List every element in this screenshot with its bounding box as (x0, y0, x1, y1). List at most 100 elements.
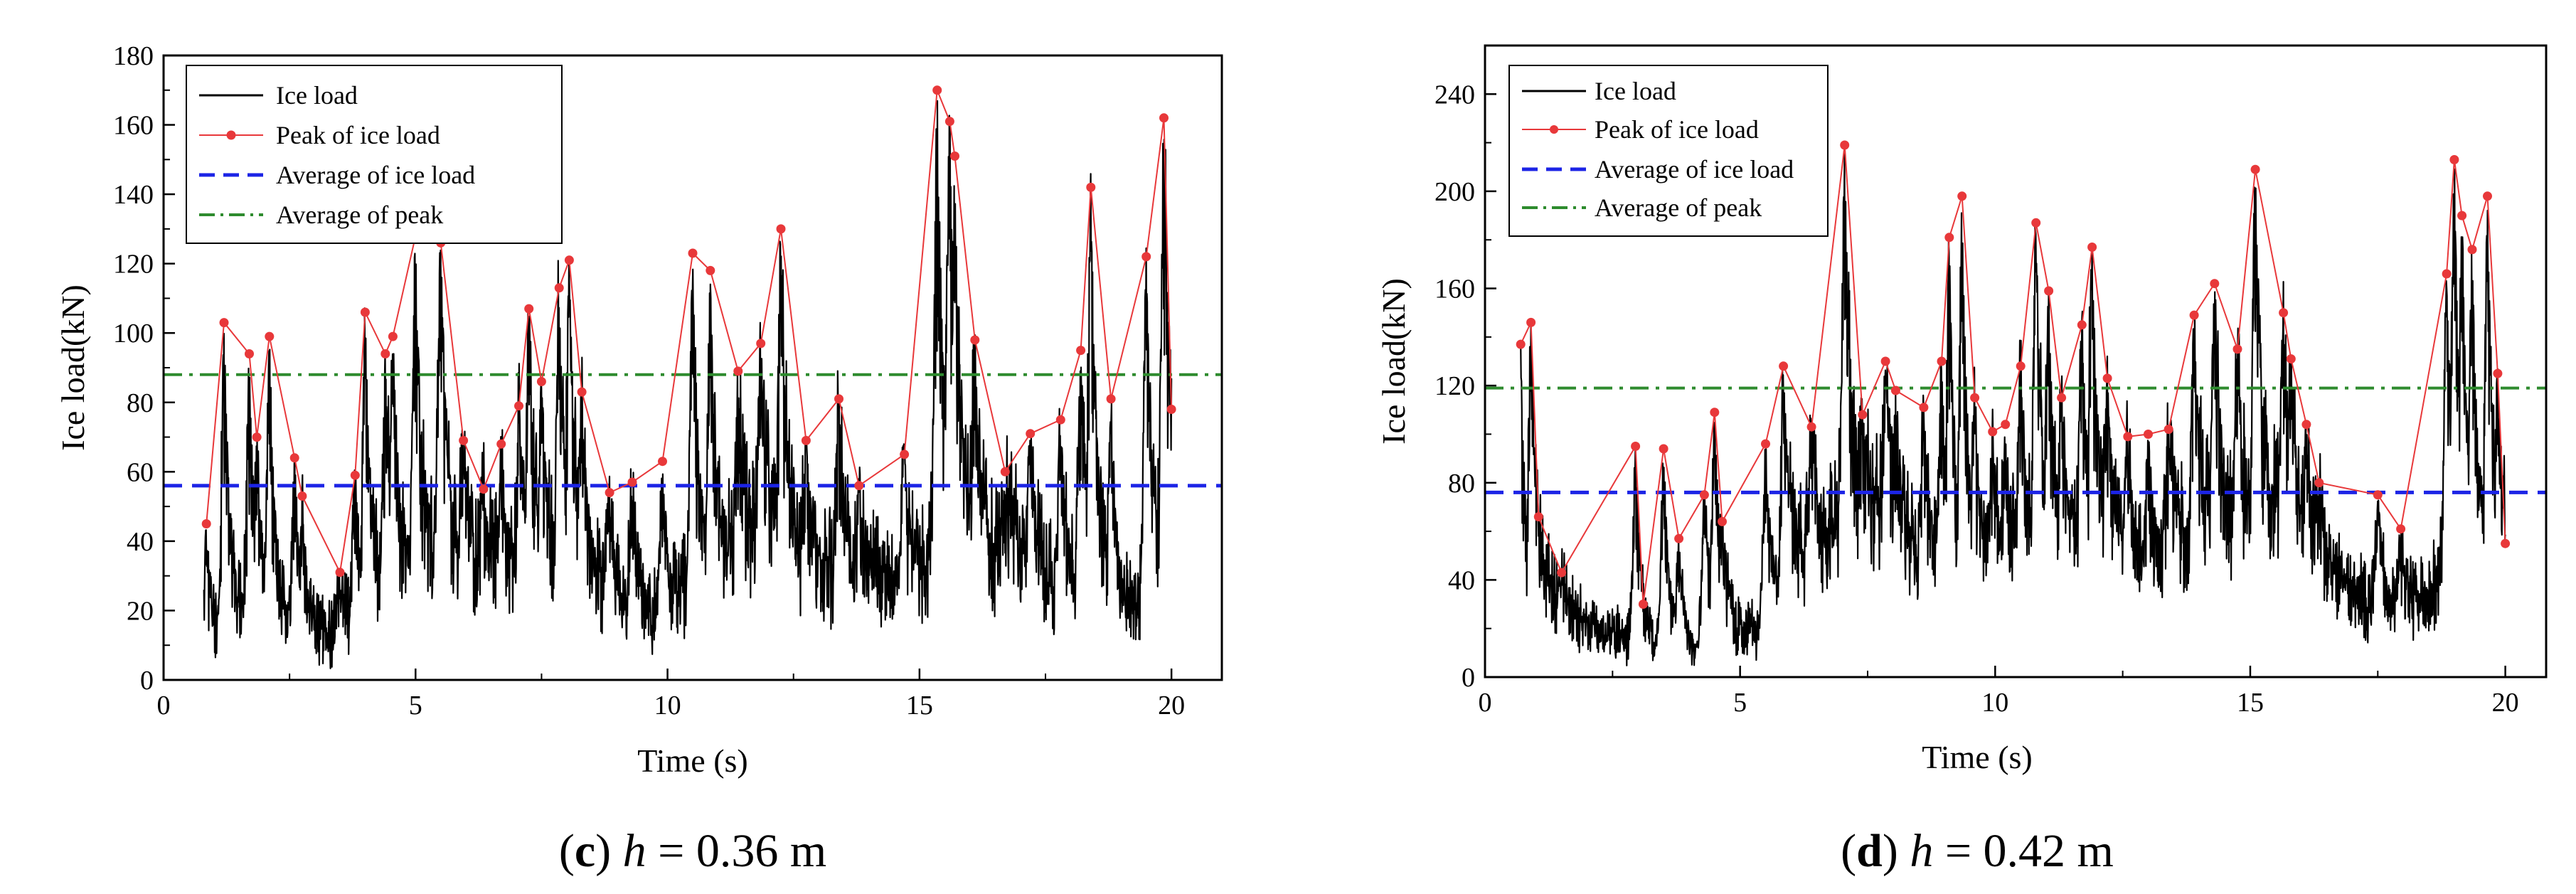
peak-point (1026, 429, 1036, 439)
y-tick-label: 0 (140, 666, 154, 696)
peak-point (1779, 361, 1789, 371)
y-tick-label: 20 (127, 596, 154, 626)
y-axis-ticks: 0 20 40 60 80 100 120 140 160 180 (113, 41, 175, 696)
peak-point (1840, 140, 1850, 150)
legend-ice-load-label: Ice load (276, 81, 358, 110)
peak-point (388, 331, 398, 341)
peak-point (970, 335, 980, 345)
legend-avg-ice-label: Average of ice load (276, 161, 475, 189)
y-tick-label: 40 (1448, 565, 1475, 595)
peak-point (733, 366, 743, 376)
legend-peak-marker (226, 130, 236, 140)
x-tick-label: 20 (2492, 688, 2519, 718)
peak-point (2301, 420, 2311, 430)
y-tick-label: 80 (1448, 469, 1475, 499)
peak-point (459, 435, 469, 445)
peak-point (2102, 373, 2112, 383)
ice-load-series (1520, 152, 2506, 666)
peak-series (201, 85, 1176, 578)
peak-point (360, 307, 370, 317)
peak-point (1674, 533, 1684, 543)
peak-point (706, 265, 715, 275)
y-axis-ticks: 0 40 80 120 160 200 240 (1435, 80, 1496, 693)
legend-peak-label: Peak of ice load (1595, 115, 1759, 144)
peak-point (627, 477, 637, 487)
y-tick-label: 40 (127, 527, 154, 557)
y-tick-label: 240 (1435, 80, 1475, 110)
peak-point (2031, 218, 2041, 228)
peak-series (1516, 140, 2511, 609)
y-tick-label: 60 (127, 457, 154, 487)
peak-point (2286, 354, 2296, 364)
legend-ice-load-label: Ice load (1595, 77, 1676, 105)
peak-point (536, 377, 546, 386)
peak-point (1638, 600, 1648, 609)
y-tick-label: 160 (113, 111, 154, 141)
peak-point (1141, 252, 1151, 262)
peak-point (2163, 425, 2173, 435)
peak-point (1718, 516, 1727, 526)
peak-point (2250, 164, 2260, 174)
peak-point (1944, 233, 1954, 243)
caption-value: = 0.36 m (646, 825, 827, 877)
peak-point (1106, 394, 1116, 404)
y-tick-label: 80 (127, 388, 154, 418)
legend-peak-label: Peak of ice load (276, 121, 440, 149)
peak-point (1880, 356, 1890, 366)
y-tick-label: 120 (1435, 371, 1475, 401)
peak-point (688, 248, 698, 258)
peak-point (2493, 368, 2503, 378)
x-axis-ticks: 0 5 10 15 20 (157, 669, 1185, 720)
x-tick-label: 10 (1981, 688, 2008, 718)
legend-peak-marker (1550, 125, 1558, 134)
x-tick-label: 0 (1479, 688, 1492, 718)
peak-point (1806, 422, 1816, 432)
peak-point (2457, 211, 2467, 220)
peak-point (801, 435, 811, 445)
peak-point (2077, 320, 2087, 330)
x-axis-title: Time (s) (1922, 739, 2033, 775)
y-tick-label: 0 (1462, 663, 1475, 693)
peak-point (350, 470, 360, 480)
x-tick-label: 10 (654, 691, 681, 720)
x-tick-label: 15 (2237, 688, 2264, 718)
peak-point (380, 349, 390, 358)
peak-point (2442, 269, 2452, 279)
plot-frame (1484, 44, 2548, 679)
y-tick-label: 120 (113, 250, 154, 280)
caption-value: = 0.42 m (1933, 825, 2114, 877)
y-tick-label: 180 (113, 41, 154, 71)
peak-point (1055, 415, 1065, 425)
peak-point (2232, 344, 2242, 354)
peak-point (776, 224, 786, 234)
caption-letter: d (1856, 825, 1883, 877)
peak-point (1710, 408, 1720, 417)
peak-point (2123, 432, 2133, 442)
peak-point (950, 151, 959, 161)
peak-point (524, 304, 534, 314)
peak-point (2057, 393, 2067, 403)
peak-point (2087, 243, 2097, 252)
peak-point (219, 318, 229, 328)
y-tick-label: 100 (113, 319, 154, 348)
peak-point (1890, 385, 1900, 395)
peak-point (658, 457, 667, 467)
caption-variable: h (623, 825, 646, 877)
peak-point (1076, 346, 1086, 356)
panel-caption: (d) h = 0.42 m (1841, 825, 2114, 877)
peak-point (1533, 512, 1543, 522)
peak-point (2396, 524, 2406, 534)
peak-point (289, 453, 299, 463)
x-tick-label: 0 (157, 691, 171, 720)
peak-point (2501, 538, 2511, 548)
peak-point (2314, 478, 2324, 488)
peak-point (564, 255, 574, 265)
peak-line (206, 90, 1173, 575)
peak-point (479, 484, 489, 494)
peak-point (1086, 182, 1096, 192)
legend-avg-peak-label: Average of peak (276, 201, 443, 229)
peak-markers (1516, 140, 2511, 609)
y-tick-label: 160 (1435, 275, 1475, 304)
legend: Ice load Peak of ice load Average of ice… (1508, 65, 1829, 237)
